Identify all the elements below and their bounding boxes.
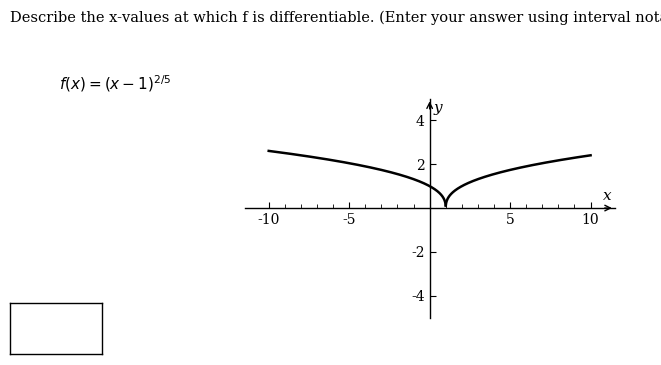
Text: x: x [603, 189, 611, 203]
Text: $f(x) = (x - 1)^{2/5}$: $f(x) = (x - 1)^{2/5}$ [59, 73, 172, 94]
Text: y: y [434, 101, 442, 115]
Text: Describe the x-values at which f is differentiable. (Enter your answer using int: Describe the x-values at which f is diff… [10, 11, 661, 25]
